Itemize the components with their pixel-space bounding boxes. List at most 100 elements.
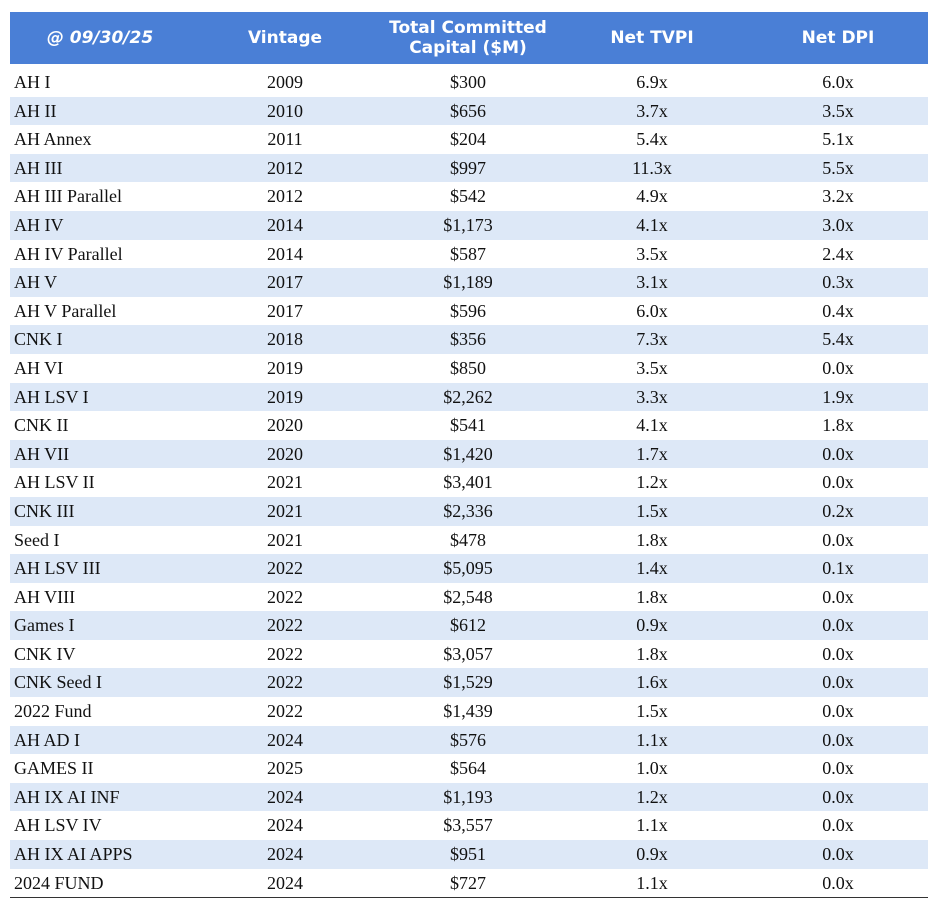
fund-name: 2024 FUND	[10, 868, 190, 899]
table-cell: 3.5x	[636, 243, 668, 264]
table-cell: 3.5x	[636, 357, 668, 378]
table-cell: 3.7x	[556, 96, 748, 126]
table-row: CNK I 2018 $356 7.3x 5.4x	[10, 325, 928, 354]
table-cell: 0.3x	[748, 268, 928, 297]
fund-name: AH LSV II	[14, 472, 95, 493]
fund-name: CNK I	[10, 325, 190, 354]
table-row: 2024 FUND 2024 $727 1.1x 0.0x	[10, 868, 928, 899]
table-cell: 2022	[267, 586, 303, 607]
table-cell: 2011	[267, 129, 303, 150]
table-cell: 2025	[267, 758, 303, 779]
fund-name: AH II	[10, 96, 190, 126]
table-cell: 2020	[190, 439, 380, 469]
table-cell: $564	[450, 758, 486, 779]
table-cell: $1,529	[380, 668, 556, 698]
fund-name: CNK IV	[14, 643, 76, 664]
table-cell: 2024	[190, 868, 380, 899]
table-row: Games I 2022 $612 0.9x 0.0x	[10, 611, 928, 640]
table-cell: 1.8x	[636, 643, 668, 664]
table-cell: 1.6x	[556, 668, 748, 698]
fund-name: 2022 Fund	[14, 701, 92, 722]
table-cell: 2024	[190, 782, 380, 812]
table-cell: $3,057	[443, 643, 493, 664]
table-cell: 2021	[267, 472, 303, 493]
header-cell: Total Committed Capital ($M)	[380, 12, 556, 64]
table-cell: 0.1x	[748, 554, 928, 583]
table-cell: $204	[450, 129, 486, 150]
table-cell: 1.1x	[556, 868, 748, 899]
table-cell: 0.0x	[748, 782, 928, 812]
table-cell: 2012	[190, 153, 380, 183]
table-cell: 2024	[267, 815, 303, 836]
table-cell: $587	[450, 243, 486, 264]
table-row: AH LSV I 2019 $2,262 3.3x 1.9x	[10, 382, 928, 412]
table-row: AH V Parallel 2017 $596 6.0x 0.4x	[10, 297, 928, 326]
table-row: AH AD I 2024 $576 1.1x 0.0x	[10, 725, 928, 755]
table-cell: $951	[380, 840, 556, 869]
table-cell: $850	[450, 357, 486, 378]
table-row: CNK II 2020 $541 4.1x 1.8x	[10, 411, 928, 440]
header-cell: Vintage	[190, 12, 380, 64]
table-cell: 5.5x	[748, 153, 928, 183]
table-row: AH III Parallel 2012 $542 4.9x 3.2x	[10, 182, 928, 211]
header-cell: @ 09/30/25	[10, 12, 190, 64]
table-cell: 2022	[267, 643, 303, 664]
table-row: AH LSV III 2022 $5,095 1.4x 0.1x	[10, 554, 928, 583]
table-cell: 2010	[190, 96, 380, 126]
table-cell: 3.5x	[748, 96, 928, 126]
table-cell: 0.4x	[822, 300, 854, 321]
fund-name: Seed I	[14, 529, 60, 550]
fund-name: AH IX AI APPS	[10, 840, 190, 869]
table-cell: 0.0x	[748, 668, 928, 698]
fund-name: GAMES II	[14, 758, 94, 779]
table-cell: 0.0x	[822, 357, 854, 378]
table-cell: 2017	[190, 268, 380, 297]
fund-name: Games I	[10, 611, 190, 640]
table-cell: 0.0x	[748, 439, 928, 469]
table-cell: 3.0x	[748, 210, 928, 240]
table-row: 2022 Fund 2022 $1,439 1.5x 0.0x	[10, 697, 928, 726]
table-row: CNK III 2021 $2,336 1.5x 0.2x	[10, 496, 928, 526]
table-cell: 11.3x	[556, 153, 748, 183]
table-row: AH II 2010 $656 3.7x 3.5x	[10, 96, 928, 126]
table-cell: 2024	[190, 725, 380, 755]
table-row: AH III 2012 $997 11.3x 5.5x	[10, 153, 928, 183]
fund-table: @ 09/30/25 Vintage Total Committed Capital…	[10, 12, 928, 899]
table-cell: 2022	[190, 554, 380, 583]
fund-name: CNK II	[14, 415, 69, 436]
table-cell: $2,336	[380, 496, 556, 526]
fund-name: AH V	[10, 268, 190, 297]
table-cell: $542	[450, 186, 486, 207]
fund-name: AH III	[10, 153, 190, 183]
fund-name: AH LSV I	[10, 382, 190, 412]
table-cell: 2022	[190, 611, 380, 640]
table-cell: 0.0x	[822, 472, 854, 493]
table-cell: 1.1x	[636, 815, 668, 836]
fund-name: AH VI	[14, 357, 64, 378]
fund-name: AH LSV III	[10, 554, 190, 583]
table-cell: 2017	[267, 300, 303, 321]
fund-name: AH IV	[10, 210, 190, 240]
table-cell: 2024	[190, 840, 380, 869]
table-cell: 0.0x	[822, 529, 854, 550]
table-cell: 4.9x	[636, 186, 668, 207]
table-cell: $576	[380, 725, 556, 755]
table-row: AH V 2017 $1,189 3.1x 0.3x	[10, 268, 928, 297]
table-cell: 2019	[190, 382, 380, 412]
table-row: AH LSV IV 2024 $3,557 1.1x 0.0x	[10, 811, 928, 840]
table-cell: $1,193	[380, 782, 556, 812]
table-cell: 0.0x	[822, 758, 854, 779]
table-cell: 1.0x	[636, 758, 668, 779]
table-row: AH VIII 2022 $2,548 1.8x 0.0x	[10, 583, 928, 612]
table-cell: 3.3x	[556, 382, 748, 412]
table-cell: 5.4x	[748, 325, 928, 354]
table-cell: 6.9x	[636, 72, 668, 92]
table-cell: 7.3x	[556, 325, 748, 354]
table-row: AH Annex 2011 $204 5.4x 5.1x	[10, 125, 928, 154]
header-cell: Net DPI	[748, 12, 928, 64]
fund-name: AH VII	[10, 439, 190, 469]
table-cell: 1.5x	[636, 701, 668, 722]
fund-name: AH IX AI INF	[10, 782, 190, 812]
table-cell: 1.8x	[636, 586, 668, 607]
